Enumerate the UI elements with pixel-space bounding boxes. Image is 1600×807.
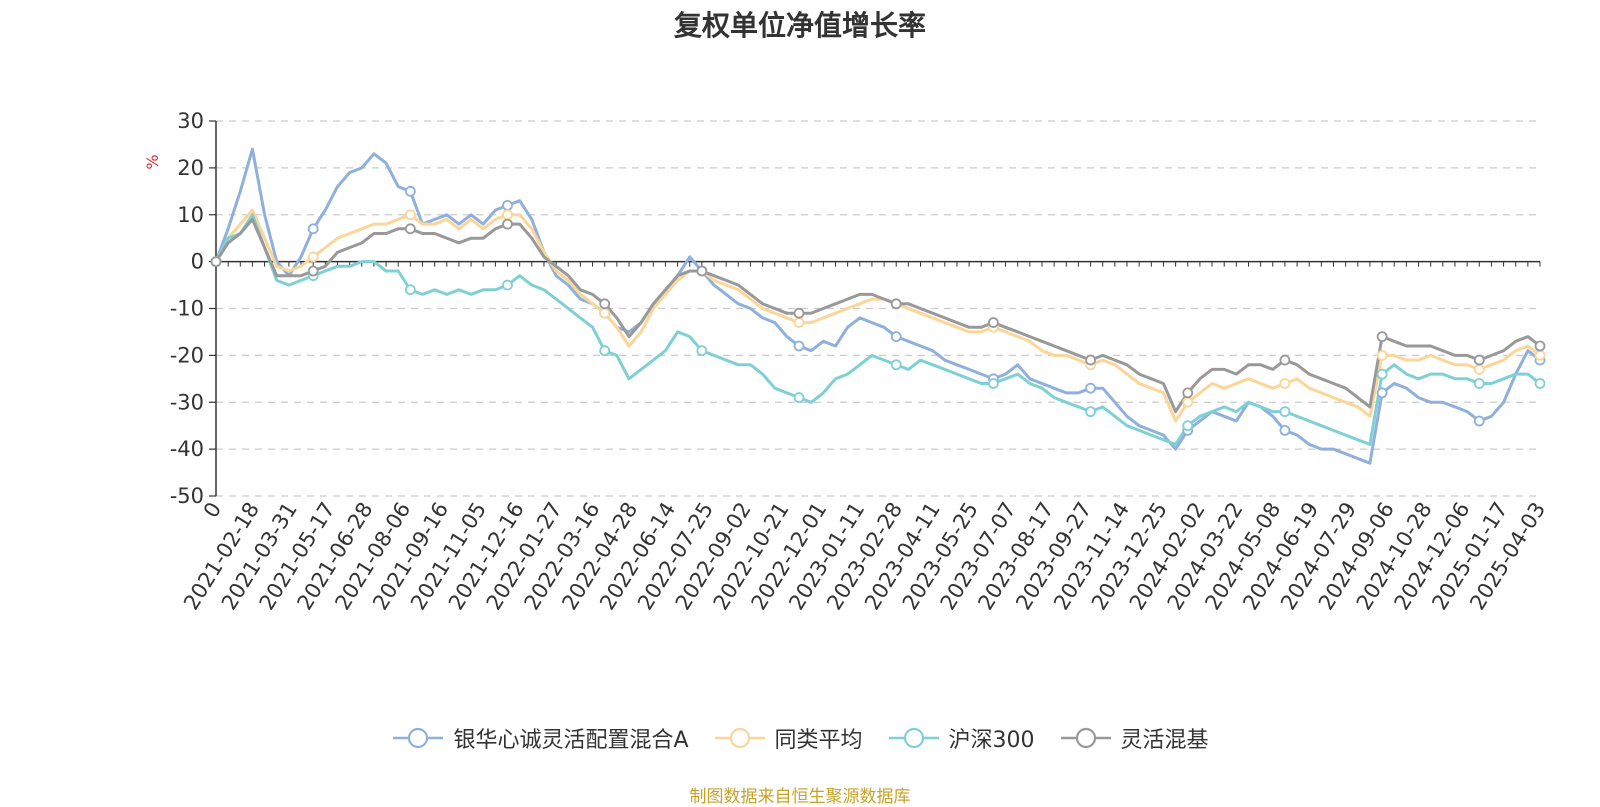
- series-point: [210, 256, 222, 268]
- grid-lines: [216, 120, 1540, 497]
- series-line: [214, 147, 1541, 465]
- legend-label: 同类平均: [774, 728, 863, 753]
- series-point: [599, 307, 611, 319]
- legend-item[interactable]: 银华心诚灵活配置混合A: [391, 722, 689, 754]
- series-line: [214, 213, 1541, 446]
- series-point: [599, 298, 611, 310]
- series-point: [1534, 349, 1546, 361]
- series-point: [404, 284, 416, 296]
- series-point: [1279, 378, 1291, 389]
- series-point: [502, 199, 513, 211]
- x-tick-label: 0: [199, 498, 226, 522]
- y-tick-labels: 30 20 10 0 -10 -20 -30 -40 -50: [170, 109, 204, 508]
- legend-item[interactable]: 沪深300: [887, 722, 1035, 754]
- y-tick-label: -30: [170, 390, 204, 414]
- chart-legend: 银华心诚灵活配置混合A 同类平均 沪深300 灵活混基: [0, 722, 1600, 754]
- legend-swatch: [714, 727, 765, 749]
- legend-item[interactable]: 灵活混基: [1059, 722, 1209, 754]
- series-point: [1182, 420, 1194, 432]
- series-point: [696, 345, 708, 357]
- series-point: [890, 298, 902, 310]
- legend-swatch: [393, 727, 444, 749]
- series-point: [502, 279, 513, 291]
- series-point: [1182, 396, 1194, 408]
- series-point: [793, 340, 805, 352]
- series-point: [1085, 354, 1096, 366]
- series-point: [1376, 387, 1388, 399]
- legend-swatch: [888, 727, 939, 749]
- y-tick-label: -40: [170, 437, 204, 461]
- series-point: [793, 307, 805, 319]
- series-point: [1279, 406, 1291, 418]
- series-point: [1473, 378, 1485, 389]
- y-tick-label: -10: [170, 297, 204, 321]
- legend-swatch: [1060, 727, 1111, 749]
- legend-item[interactable]: 同类平均: [713, 722, 863, 754]
- y-tick-label: -50: [170, 484, 204, 508]
- y-tick-label: 10: [177, 203, 204, 227]
- series-point: [1085, 406, 1096, 418]
- series-point: [502, 209, 513, 221]
- series-line: [214, 217, 1541, 414]
- series-point: [1085, 382, 1096, 394]
- series-point: [1376, 331, 1388, 343]
- series-point: [307, 265, 319, 277]
- series-point: [1534, 378, 1546, 389]
- series-markers: [210, 185, 1546, 436]
- y-tick-label: 0: [191, 250, 204, 274]
- line-chart: % 30 20 10 0 -10 -20 -30 -40 -50 02021-02-182021…: [143, 109, 1550, 614]
- x-tick-labels: 02021-02-182021-03-312021-05-172021-06-2…: [179, 498, 1550, 614]
- series-point: [793, 317, 805, 328]
- series-point: [599, 345, 611, 357]
- series-point: [502, 218, 513, 230]
- series-point: [890, 331, 902, 343]
- series-point: [1376, 368, 1388, 380]
- series-point: [404, 223, 416, 235]
- series-lines: [214, 147, 1541, 465]
- series-point: [793, 392, 805, 403]
- series-point: [1473, 354, 1485, 366]
- y-tick-label: 30: [177, 109, 204, 133]
- series-point: [1182, 387, 1194, 399]
- series-point: [1534, 340, 1546, 352]
- series-point: [696, 265, 708, 277]
- series-point: [1473, 415, 1485, 427]
- series-point: [987, 378, 999, 389]
- series-point: [404, 185, 416, 197]
- series-point: [987, 317, 999, 328]
- series-point: [1279, 354, 1291, 366]
- series-point: [307, 251, 319, 263]
- series-point: [890, 359, 902, 371]
- legend-label: 银华心诚灵活配置混合A: [453, 728, 689, 753]
- y-tick-label: -20: [170, 343, 204, 367]
- chart-title: 复权单位净值增长率: [673, 9, 926, 42]
- legend-label: 灵活混基: [1120, 728, 1209, 753]
- series-line: [214, 208, 1541, 423]
- series-point: [1473, 364, 1485, 375]
- series-point: [1376, 349, 1388, 361]
- series-point: [307, 223, 319, 235]
- y-tick-label: 20: [177, 156, 204, 180]
- y-axis-label: %: [143, 154, 162, 169]
- source-note: 制图数据来自恒生聚源数据库: [689, 787, 911, 807]
- series-point: [404, 209, 416, 221]
- legend-label: 沪深300: [948, 728, 1035, 753]
- series-point: [1279, 424, 1291, 436]
